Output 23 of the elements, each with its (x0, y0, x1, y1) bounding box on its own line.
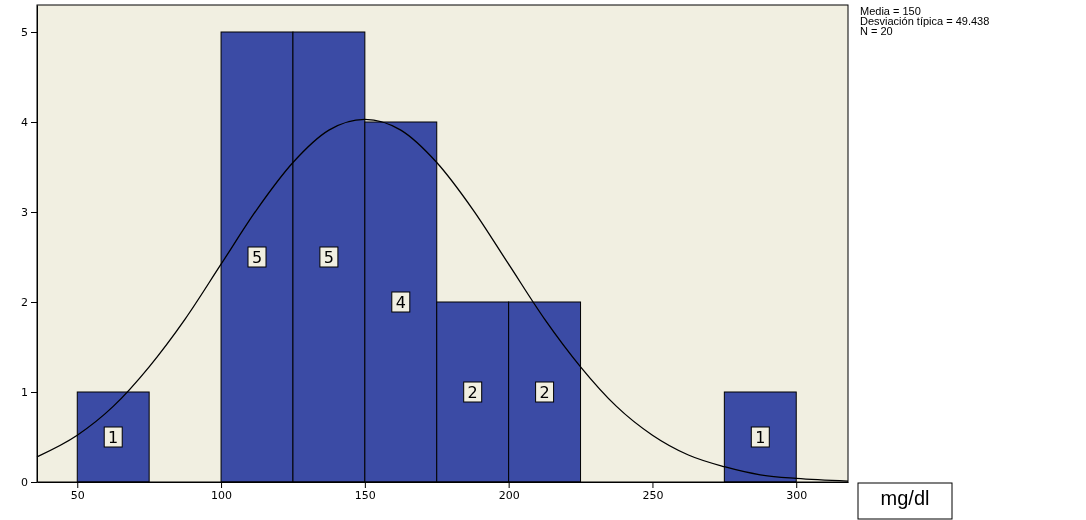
x-tick-label: 200 (498, 488, 520, 502)
text: Media = 150 (860, 5, 921, 17)
x-tick-label: 100 (211, 488, 233, 502)
data-label: 2 (539, 383, 550, 402)
x-tick-label: 150 (354, 488, 376, 502)
y-tick-label: 2 (21, 296, 28, 310)
y-tick-label: 1 (21, 386, 28, 400)
y-tick-label: 3 (21, 206, 28, 220)
text: N = 20 (860, 25, 893, 37)
data-label: 1 (108, 428, 119, 447)
x-tick-label: 50 (70, 488, 85, 502)
x-tick-label: 300 (786, 488, 808, 502)
data-label: 4 (395, 293, 406, 312)
y-tick-label: 4 (21, 116, 28, 130)
data-label: 1 (755, 428, 766, 447)
data-label: 2 (467, 383, 478, 402)
text: Desviación típica = 49.438 (860, 15, 990, 27)
y-tick-label: 5 (21, 26, 28, 40)
x-axis-title: mg/dl (880, 487, 930, 509)
data-label: 5 (323, 248, 334, 267)
y-tick-label: 0 (21, 476, 28, 490)
data-label: 5 (251, 248, 263, 267)
x-tick-label: 250 (642, 488, 664, 502)
